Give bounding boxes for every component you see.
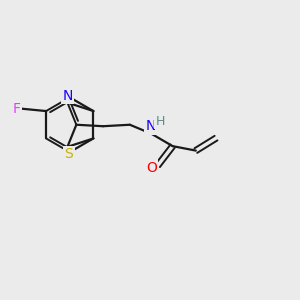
Text: S: S — [64, 147, 73, 161]
Text: F: F — [12, 102, 20, 116]
Text: N: N — [146, 119, 156, 133]
Text: H: H — [155, 115, 165, 128]
Text: O: O — [146, 161, 157, 175]
Text: N: N — [62, 89, 73, 103]
